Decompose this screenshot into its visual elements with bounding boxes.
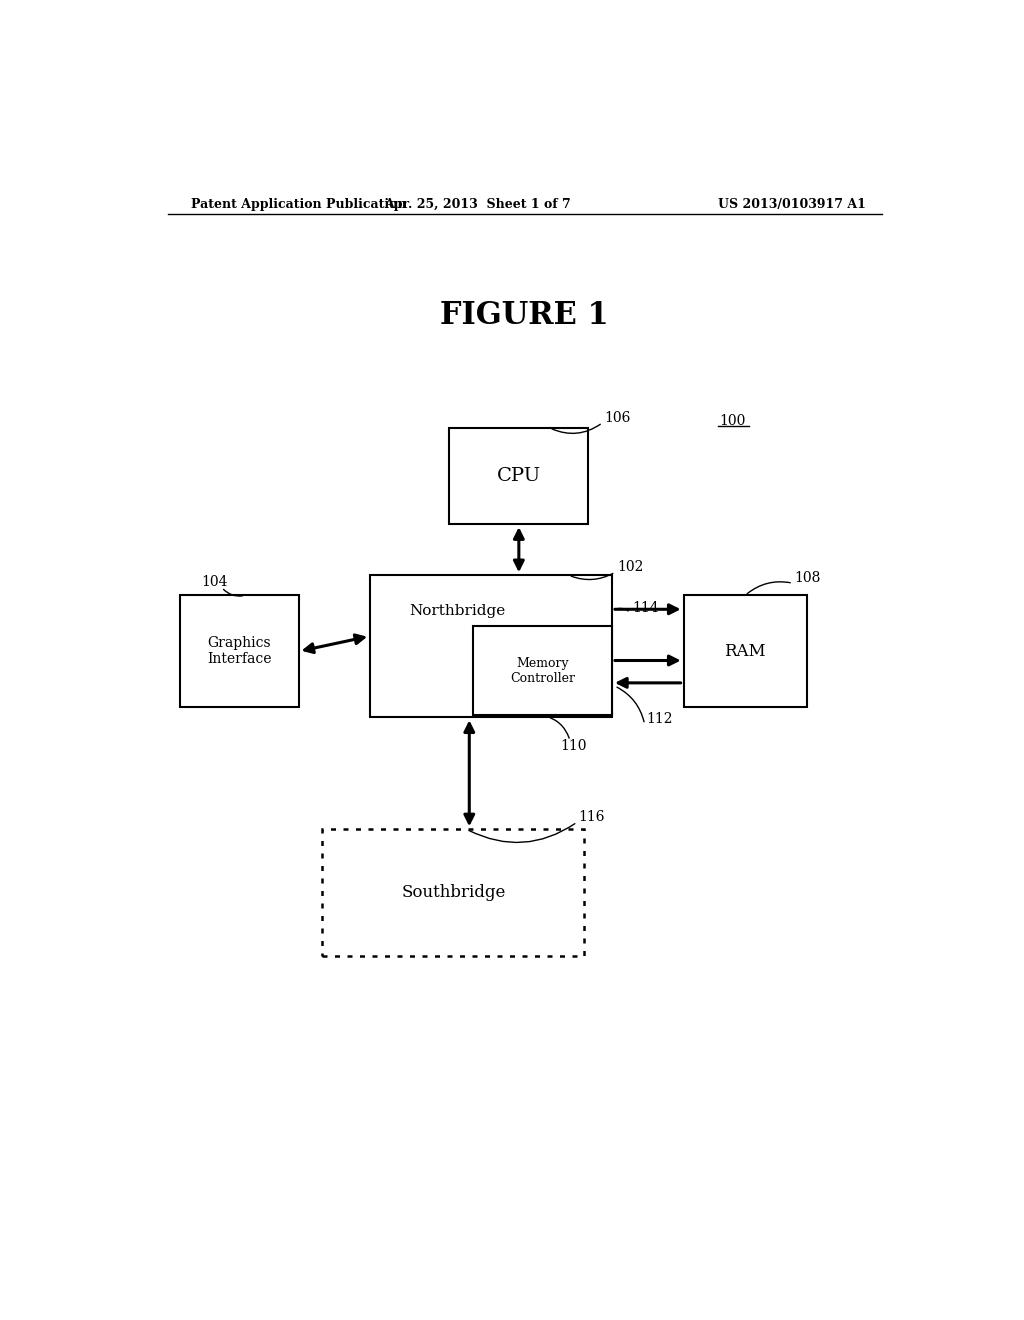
Text: CPU: CPU [497, 467, 541, 484]
Text: FIGURE 1: FIGURE 1 [440, 301, 609, 331]
Text: Northbridge: Northbridge [409, 603, 505, 618]
Text: 102: 102 [616, 560, 643, 574]
Text: 100: 100 [719, 413, 745, 428]
Text: Graphics
Interface: Graphics Interface [207, 636, 271, 667]
Text: Memory
Controller: Memory Controller [510, 656, 575, 685]
Text: 112: 112 [646, 713, 673, 726]
Bar [450, 428, 588, 524]
Text: 104: 104 [201, 576, 227, 589]
Bar [684, 595, 807, 708]
Text: Southbridge: Southbridge [401, 884, 506, 902]
Text: 110: 110 [560, 739, 587, 752]
Bar [370, 576, 612, 718]
Text: 108: 108 [795, 572, 821, 585]
Bar [179, 595, 299, 708]
Text: RAM: RAM [724, 643, 766, 660]
Text: 116: 116 [579, 810, 605, 824]
Text: 114: 114 [632, 601, 658, 615]
Text: Patent Application Publication: Patent Application Publication [191, 198, 407, 211]
Text: US 2013/0103917 A1: US 2013/0103917 A1 [718, 198, 866, 211]
Bar [323, 829, 585, 956]
Text: 106: 106 [604, 411, 631, 425]
Text: Apr. 25, 2013  Sheet 1 of 7: Apr. 25, 2013 Sheet 1 of 7 [384, 198, 570, 211]
Bar [473, 626, 612, 715]
